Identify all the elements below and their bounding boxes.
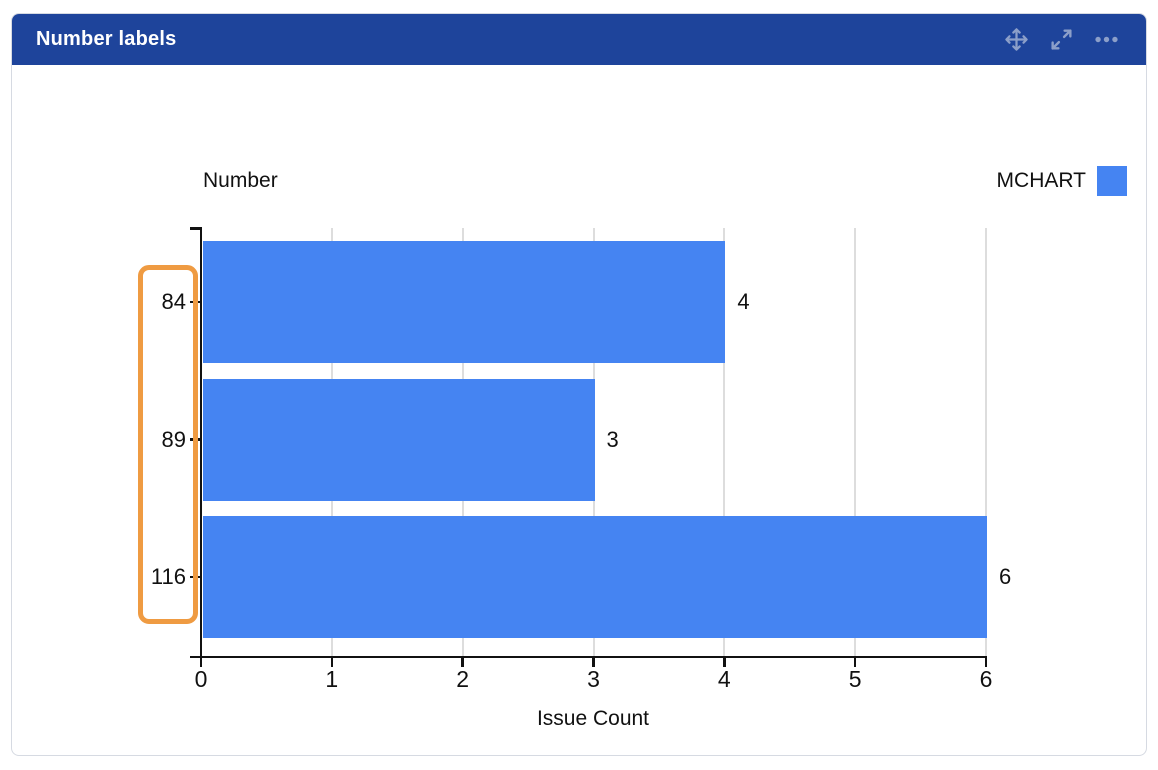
legend-swatch [1097,166,1127,196]
bar-value-label: 4 [737,289,750,314]
x-axis-title: Issue Count [536,707,650,730]
x-tick-label: 6 [979,666,993,692]
gadget-toolbar [1002,26,1120,54]
y-axis-line [199,227,202,658]
bar[interactable] [203,241,726,363]
x-tick-mark [592,657,595,667]
x-tick-label: 0 [194,666,208,692]
x-tick-mark [461,657,464,667]
bar-value-label: 6 [999,564,1012,589]
y-tick-label: 116 [150,564,186,589]
x-tick-mark [330,657,334,667]
gridline [985,228,987,656]
x-tick-label: 5 [848,666,862,692]
gadget-header: Number labels [12,14,1146,65]
y-axis-top-cap [190,227,202,230]
x-tick-mark [723,657,726,667]
legend[interactable]: MCHART [997,166,1127,196]
x-tick-mark [984,657,988,667]
legend-label: MCHART [996,169,1086,192]
more-options-icon[interactable] [1092,26,1120,54]
y-axis-title: Number [203,169,278,192]
move-icon[interactable] [1002,26,1030,54]
x-tick-label: 2 [456,666,470,692]
x-tick-label: 4 [717,666,731,692]
bar-value-label: 3 [606,426,619,452]
gridline [723,228,726,656]
x-tick-label: 3 [587,666,600,692]
y-tick-label: 84 [161,289,186,314]
gadget-title: Number labels [36,28,177,50]
bar[interactable] [203,516,987,638]
x-tick-mark [199,657,203,667]
highlight-annotation-box [138,265,198,624]
y-tick-label: 89 [161,426,186,452]
gridline [854,228,857,656]
x-tick-label: 1 [325,666,339,692]
bar[interactable] [203,378,595,501]
x-tick-mark [853,657,857,667]
expand-icon[interactable] [1047,26,1075,54]
x-axis-line [190,655,987,658]
